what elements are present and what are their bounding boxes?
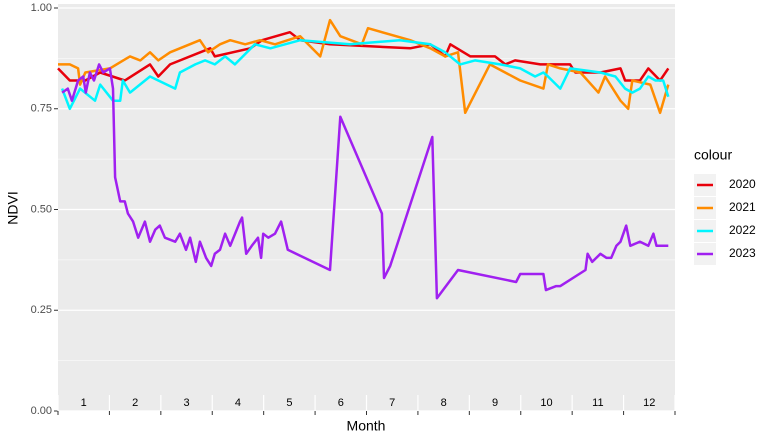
- series-line: [57, 30, 670, 82]
- x-tick-label: 12: [643, 397, 655, 409]
- x-tick-label: 9: [492, 397, 498, 409]
- y-tick-label: 0.00: [31, 405, 52, 417]
- x-tick-label: 8: [441, 397, 447, 409]
- legend-label: 2020: [729, 177, 756, 191]
- legend-label: 2022: [729, 223, 756, 237]
- series-line: [60, 38, 670, 111]
- legend-title: colour: [694, 147, 732, 163]
- y-tick-label: 0.75: [31, 103, 52, 115]
- x-tick-label: 7: [389, 397, 395, 409]
- x-tick-label: 11: [592, 397, 603, 409]
- y-tick-label: 0.25: [31, 304, 52, 316]
- x-tick-label: 6: [338, 397, 344, 409]
- x-axis-title: Month: [347, 418, 386, 434]
- legend-label: 2023: [729, 246, 756, 260]
- x-tick-label: 5: [286, 397, 292, 409]
- series-line: [61, 63, 669, 300]
- y-tick-label: 0.50: [31, 203, 52, 215]
- x-tick-label: 2: [132, 397, 138, 409]
- series-line: [58, 18, 670, 115]
- x-tick-label: 4: [235, 397, 241, 409]
- y-axis-title: NDVI: [5, 191, 21, 224]
- x-tick-label: 1: [81, 397, 87, 409]
- y-tick-label: 1.00: [31, 2, 52, 14]
- x-tick-label: 10: [540, 397, 552, 409]
- x-tick-label: 3: [183, 397, 189, 409]
- legend-label: 2021: [729, 200, 756, 214]
